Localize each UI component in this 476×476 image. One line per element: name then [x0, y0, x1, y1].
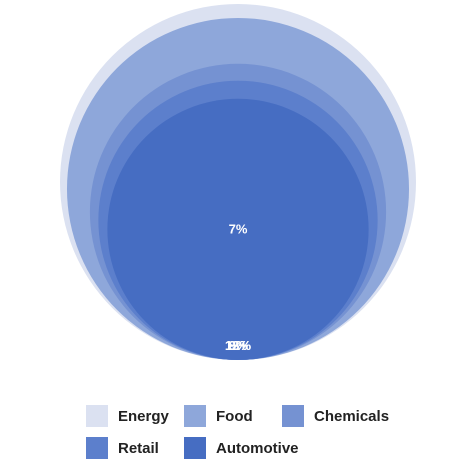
legend-label-retail: Retail — [118, 439, 159, 457]
legend-swatch-retail — [86, 437, 108, 459]
legend-item-food: Food — [184, 404, 253, 428]
circle-automotive — [107, 98, 369, 360]
legend-item-chemicals: Chemicals — [282, 404, 389, 428]
legend-label-chemicals: Chemicals — [314, 407, 390, 425]
value-label-food: 12% — [225, 338, 251, 353]
value-label-chemicals: 9% — [229, 338, 248, 353]
value-label-automotive: 7% — [229, 221, 248, 236]
legend-label-energy: Energy — [118, 407, 169, 425]
nested-circle-chart: 13%12%9%8% 7% — [60, 4, 416, 360]
value-label-energy: 13% — [225, 338, 251, 353]
legend-label-food: Food — [216, 407, 253, 425]
legend-item-energy: Energy — [86, 404, 169, 428]
value-label-retail: 8% — [229, 338, 248, 353]
legend-item-retail: Retail — [86, 436, 159, 460]
legend-swatch-automotive — [184, 437, 206, 459]
legend-swatch-energy — [86, 405, 108, 427]
legend-swatch-chemicals — [282, 405, 304, 427]
legend-swatch-food — [184, 405, 206, 427]
legend-item-automotive: Automotive — [184, 436, 299, 460]
legend-label-automotive: Automotive — [216, 439, 299, 457]
